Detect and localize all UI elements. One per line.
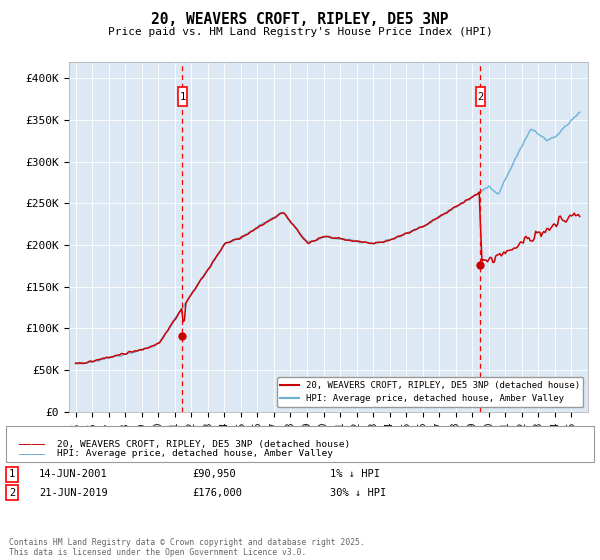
Text: ────: ──── [18, 449, 45, 459]
Legend: 20, WEAVERS CROFT, RIPLEY, DE5 3NP (detached house), HPI: Average price, detache: 20, WEAVERS CROFT, RIPLEY, DE5 3NP (deta… [277, 377, 583, 407]
Text: 30% ↓ HPI: 30% ↓ HPI [330, 488, 386, 498]
Text: 20, WEAVERS CROFT, RIPLEY, DE5 3NP: 20, WEAVERS CROFT, RIPLEY, DE5 3NP [151, 12, 449, 27]
Text: 1: 1 [9, 469, 15, 479]
Text: ────: ──── [18, 439, 45, 449]
Text: Contains HM Land Registry data © Crown copyright and database right 2025.
This d: Contains HM Land Registry data © Crown c… [9, 538, 365, 557]
Bar [178, 87, 187, 106]
Text: Price paid vs. HM Land Registry's House Price Index (HPI): Price paid vs. HM Land Registry's House … [107, 27, 493, 37]
Text: 1% ↓ HPI: 1% ↓ HPI [330, 469, 380, 479]
Bar [476, 87, 485, 106]
Text: 20, WEAVERS CROFT, RIPLEY, DE5 3NP (detached house): 20, WEAVERS CROFT, RIPLEY, DE5 3NP (deta… [57, 440, 350, 449]
Text: £90,950: £90,950 [192, 469, 236, 479]
Text: 1: 1 [179, 92, 185, 101]
Text: £176,000: £176,000 [192, 488, 242, 498]
Text: 14-JUN-2001: 14-JUN-2001 [39, 469, 108, 479]
Text: HPI: Average price, detached house, Amber Valley: HPI: Average price, detached house, Ambe… [57, 449, 333, 458]
Text: 2: 2 [477, 92, 483, 101]
Text: 2: 2 [9, 488, 15, 498]
Text: 21-JUN-2019: 21-JUN-2019 [39, 488, 108, 498]
